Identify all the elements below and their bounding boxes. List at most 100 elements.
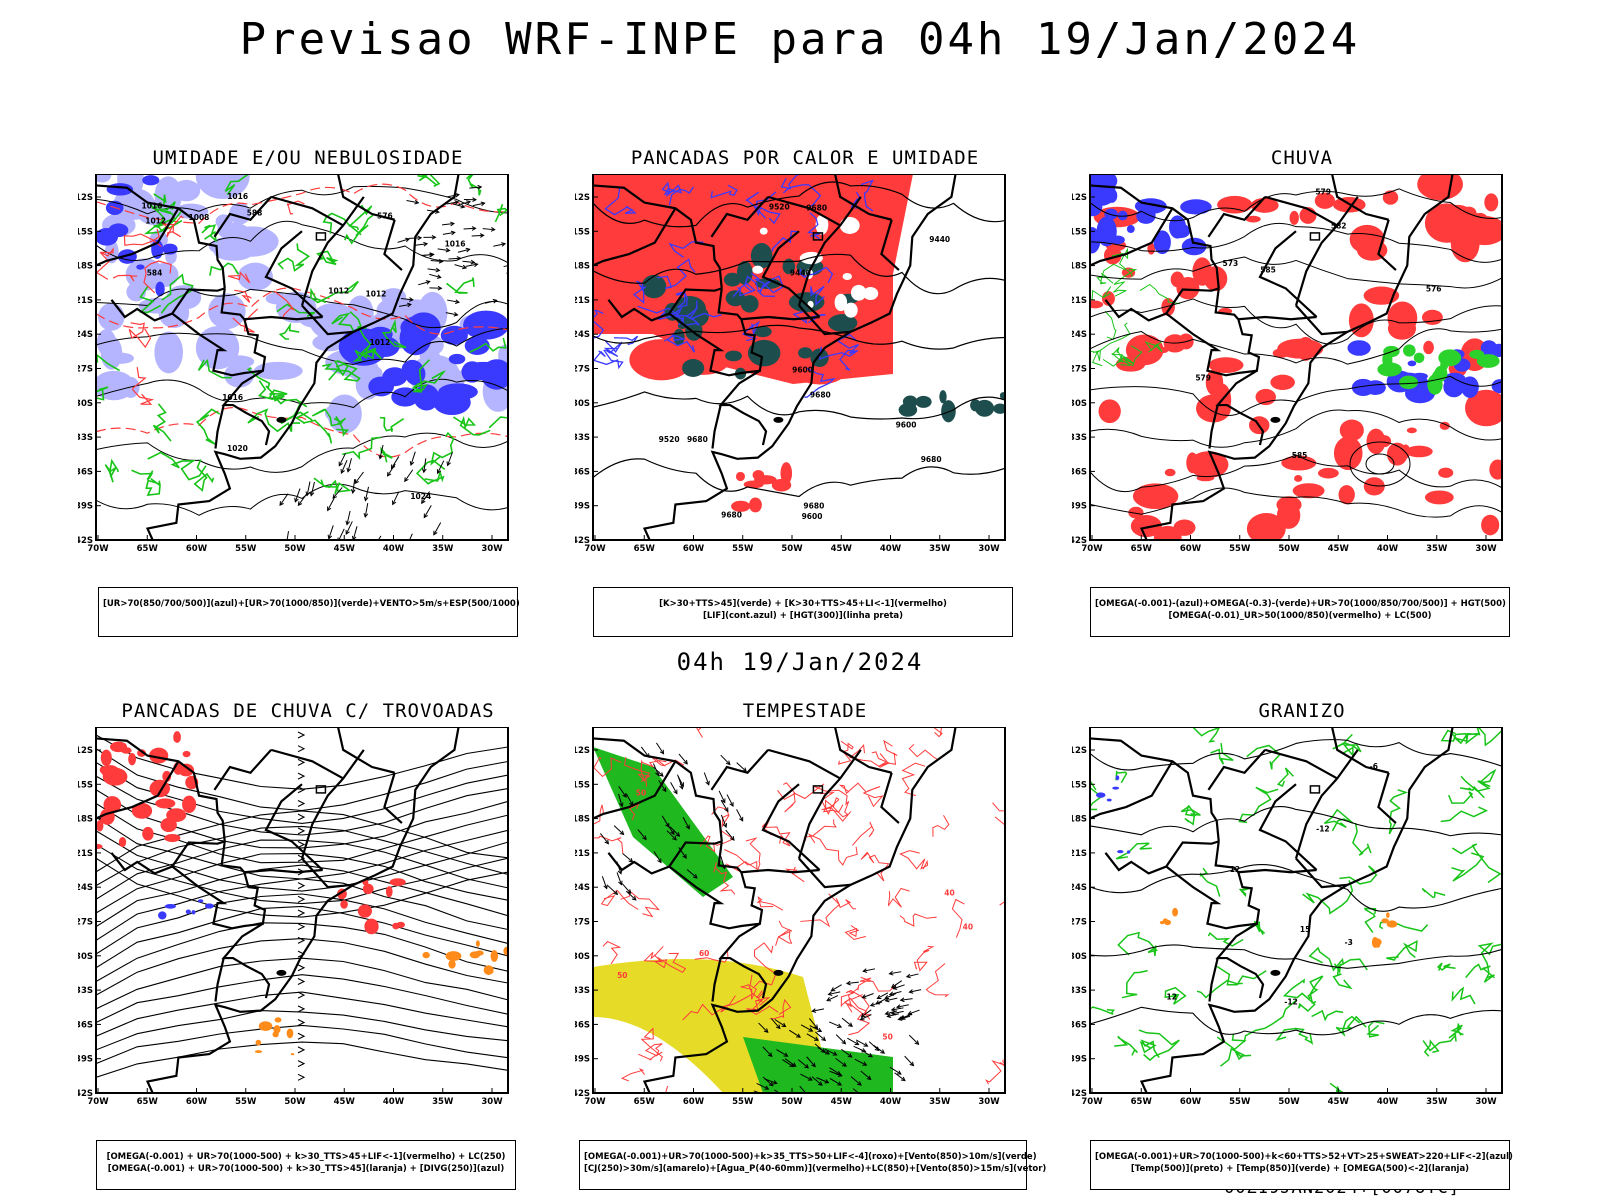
green-contour [1139,283,1181,305]
contour-label: 9600 [802,512,823,521]
precipitable-water-contour [757,896,784,911]
hail-area [1126,850,1131,854]
temp850-contour [1121,969,1148,999]
humidity-area-upper [108,223,129,238]
wind-vector [868,1041,880,1051]
precipitable-water-contour [807,833,858,866]
wind-vector [431,234,437,240]
wind-vector [666,830,677,841]
contour-label: 573 [1223,259,1239,268]
map-layer: -3 -6 12 -12 15 12 -12 [1090,727,1502,1093]
low-level-jet [593,747,733,897]
contour-label: 582 [1331,221,1347,230]
wind-vector [279,493,289,506]
wind-vector [658,780,667,792]
map-frame [1089,174,1503,541]
rain-area [1098,399,1121,424]
state-border [711,957,722,1002]
lat-tick-label: 27S [1072,918,1087,928]
wind-vector [670,830,675,836]
legend-line: [Temp(500)](preto) + [Temp(850)](verde) … [1130,1164,1470,1174]
streamline [96,922,508,982]
wind-vector [423,458,427,473]
streamline-arrow [297,731,306,739]
wind-vector [653,851,662,863]
convection-area [475,950,484,956]
lat-tick-label: 27S [575,918,590,928]
wind-vector [345,530,350,535]
humidity-contour [381,318,407,349]
gap [842,273,852,280]
forecast-time-label: 04h 19/Jan/2024 [676,648,924,676]
panel-title: PANCADAS DE CHUVA C/ TROVOADAS [121,700,495,722]
lat-tick-label: 18S [575,815,590,825]
state-border [1377,772,1397,824]
lat-tick-label: 42S [78,1089,93,1099]
contour-label: 50 [882,1032,892,1041]
wind-vector [800,1024,813,1032]
contour-label: 9520 [659,435,680,444]
panel-trovoadas: PANCADAS DE CHUVA C/ TROVOADAS 12S 15S 18S… [78,700,538,1190]
wind-vector [686,869,698,879]
lon-tick-label: 30W [481,1097,503,1107]
contour-label: 1024 [410,492,431,501]
hgt500-contour [1090,222,1502,263]
temp850-contour [1386,939,1418,961]
lagoon [276,416,287,423]
wind-vector [889,971,902,975]
thunderstorm-area [96,843,103,850]
wind-vector [861,1009,872,1018]
rain-area [1406,427,1417,434]
state-border [1215,369,1265,446]
streamline-arrow [297,882,306,890]
omega-area [1491,379,1502,394]
contour-label: -12 [1316,824,1330,833]
precipitable-water-contour [600,889,639,910]
wind-vector [471,234,484,237]
wind-vector [462,264,468,270]
contour-label: 40 [944,889,954,898]
humidity-contour [147,451,207,481]
humidity-contour [360,343,382,360]
wind-vector [364,503,369,518]
map-frame [1089,727,1503,1094]
state-border [1208,957,1219,1002]
wind-vector [908,1034,919,1045]
wind-vector [811,1008,817,1013]
wind-vector [430,260,443,262]
lon-tick-label: 55W [732,1097,754,1107]
lat-tick-label: 24S [78,330,93,340]
humidity-area [253,361,303,380]
wind-vector [423,241,429,247]
rain-area [1366,428,1386,455]
streamline-arrow [297,923,306,931]
humidity-area [96,174,112,183]
state-border [1165,288,1261,377]
omega-area [1404,383,1435,404]
state-border [718,369,768,446]
lon-tick-label: 30W [481,544,503,554]
coastline [642,174,957,540]
state-border [383,219,403,271]
lif-contour [743,275,776,297]
lif-contour [710,184,738,199]
wind-vector [452,203,465,208]
federal-district [1309,785,1321,794]
state-border [300,749,365,859]
thunderstorm-area [164,833,181,843]
legend-line: [UR>70(850/700/500)](azul)+[UR>70(1000/8… [103,599,520,609]
convection-area [490,950,499,962]
federal-district [812,785,824,794]
convection-area [290,1052,295,1056]
streamline-arrow [297,758,306,766]
wind-vector [789,1062,795,1068]
humidity-contour [417,174,441,188]
map-frame [592,174,1006,541]
wind-vector [642,835,647,841]
wind-vector [387,463,396,477]
wind-vector [725,760,731,766]
wind-vector [279,501,284,507]
state-border [798,857,851,889]
convective-area [915,395,932,408]
wind-vector [427,549,431,553]
